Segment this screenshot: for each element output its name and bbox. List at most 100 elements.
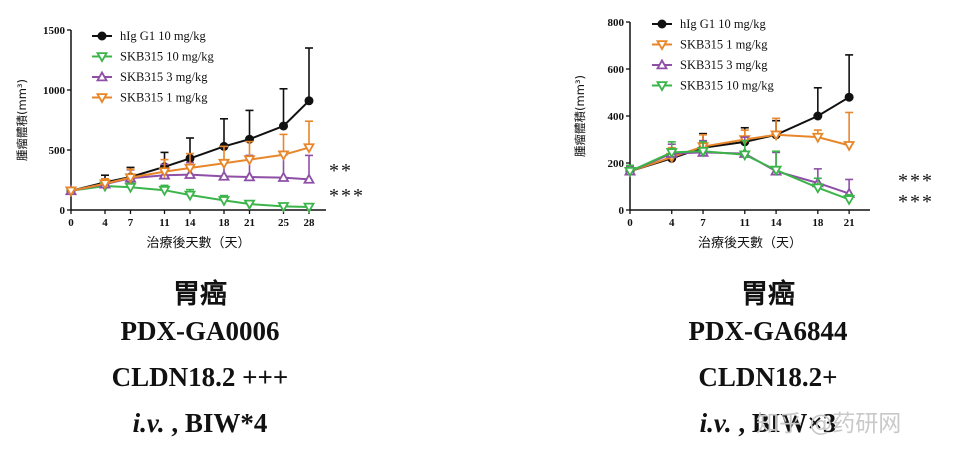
data-point (217, 170, 231, 181)
x-tick-label: 7 (700, 217, 706, 229)
legend-label: SKB315 10 mg/kg (120, 50, 215, 64)
y-tick-label: 0 (60, 205, 66, 217)
caption-schedule: , BIW×3 (731, 408, 837, 438)
data-point (770, 165, 783, 177)
x-tick-label: 28 (304, 217, 316, 229)
legend-marker (655, 58, 669, 70)
y-tick-label: 0 (619, 205, 625, 217)
data-point (124, 182, 137, 194)
legend-marker (95, 70, 109, 82)
x-tick-label: 14 (771, 217, 783, 229)
caption-expression: CLDN18.2+ (698, 362, 838, 392)
caption-model-id: PDX-GA0006 (120, 316, 280, 346)
x-tick-label: 25 (278, 217, 290, 229)
x-tick-label: 18 (812, 217, 824, 229)
x-tick-label: 18 (219, 217, 231, 229)
caption-route: i.v. (132, 408, 165, 438)
data-point (158, 167, 171, 178)
data-point (738, 150, 751, 162)
x-tick-label: 4 (102, 217, 108, 229)
data-point (277, 171, 290, 182)
data-point (811, 183, 824, 194)
data-point (279, 121, 288, 131)
chart-panel-2: 0 200 400 600 800 0 4 7 11 14 18 21 治療後天數（天） 腫瘤體積(mm³… (573, 17, 934, 251)
data-point (844, 92, 854, 102)
data-point (124, 173, 137, 184)
x-tick-label: 7 (128, 217, 134, 229)
legend-label: SKB315 3 mg/kg (680, 58, 768, 72)
x-axis-title: 治療後天數（天） (146, 236, 250, 251)
x-axis-title: 治療後天數（天） (698, 236, 802, 251)
legend-marker (97, 31, 107, 41)
data-point (183, 190, 197, 202)
data-point (304, 96, 314, 106)
caption-cancer-type: 胃癌 (741, 279, 795, 310)
data-point (623, 166, 637, 178)
x-tick-label: 0 (68, 217, 74, 229)
series-4 (64, 120, 316, 198)
series-4 (623, 139, 856, 206)
series-line (629, 150, 850, 201)
x-tick-label: 14 (185, 217, 197, 229)
caption-dosing: i.v. , BIW×3 (598, 408, 938, 439)
caption-dosing: i.v. , BIW*4 (30, 408, 370, 439)
data-point (217, 158, 231, 170)
caption-model-id: PDX-GA6844 (688, 316, 848, 346)
caption-right: 胃癌 PDX-GA6844 CLDN18.2+ i.v. , BIW×3 (598, 272, 938, 439)
data-point (665, 148, 678, 159)
y-tick-label: 200 (608, 158, 625, 170)
data-point (811, 132, 824, 144)
data-point (277, 150, 290, 162)
data-point (302, 143, 316, 154)
caption-cancer-type: 胃癌 (173, 279, 227, 310)
data-point (696, 146, 710, 158)
data-point (64, 186, 78, 198)
data-point (243, 170, 256, 182)
chart-panel-1: 0 500 1000 1500 0 4 7 11 14 18 21 25 28 治療後天數（天） 腫瘤體積(… (15, 25, 365, 251)
significance-label: *** (898, 170, 934, 192)
legend-marker (95, 52, 109, 63)
y-tick-label: 1500 (43, 25, 66, 37)
series-2 (623, 111, 856, 178)
legend-label: hIg G1 10 mg/kg (120, 29, 207, 43)
data-point (302, 173, 316, 184)
x-tick-label: 4 (669, 217, 675, 229)
legend-marker (655, 40, 669, 51)
legend-marker (655, 81, 669, 92)
legend-label: SKB315 10 mg/kg (680, 79, 775, 93)
legend-label: SKB315 1 mg/kg (680, 38, 768, 52)
significance-label: *** (898, 191, 934, 213)
data-point (98, 179, 112, 190)
x-tick-label: 0 (627, 217, 633, 229)
x-tick-label: 11 (159, 217, 169, 229)
data-point (770, 130, 783, 142)
data-point (302, 202, 316, 214)
data-point (813, 111, 823, 121)
y-axis-title: 腫瘤體積(mm³) (573, 75, 587, 157)
y-axis-title: 腫瘤體積(mm³) (15, 79, 29, 161)
legend-marker (95, 93, 109, 104)
y-tick-label: 800 (608, 17, 625, 29)
data-point (243, 155, 256, 166)
y-tick-label: 600 (608, 64, 625, 76)
legend-label: SKB315 3 mg/kg (120, 70, 208, 84)
legend-label: SKB315 1 mg/kg (120, 91, 208, 105)
data-point (217, 196, 231, 207)
data-point (843, 195, 856, 206)
data-point (243, 199, 256, 211)
data-point (158, 185, 171, 197)
x-tick-label: 21 (244, 217, 255, 229)
caption-left: 胃癌 PDX-GA0006 CLDN18.2 +++ i.v. , BIW*4 (30, 272, 370, 439)
significance-label: *** (329, 185, 365, 207)
legend-label: hIg G1 10 mg/kg (680, 17, 767, 31)
data-point (183, 163, 197, 175)
data-point (843, 141, 856, 152)
legend-marker (657, 19, 667, 29)
caption-expression: CLDN18.2 +++ (111, 362, 289, 392)
y-tick-label: 400 (608, 111, 625, 123)
significance-label: ** (329, 160, 353, 182)
caption-schedule: , BIW*4 (164, 408, 268, 438)
x-tick-label: 21 (844, 217, 855, 229)
watermark: 知乎 @药研网 (756, 411, 902, 437)
